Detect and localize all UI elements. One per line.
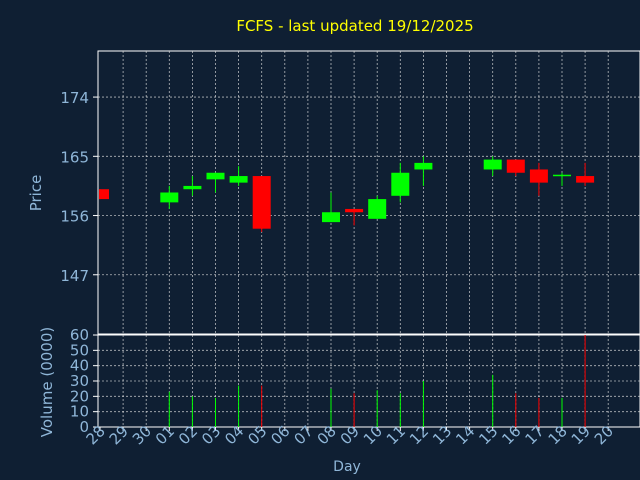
price-tick-label: 165 [60, 148, 89, 166]
volume-tick-label: 10 [70, 403, 89, 421]
candle-body [99, 189, 109, 200]
candles [99, 156, 595, 232]
volume-tick-label: 0 [79, 418, 89, 436]
x-axis-label: Day [333, 459, 361, 475]
candle-body [183, 185, 202, 190]
candle-body [576, 176, 595, 183]
volume-tick-label: 30 [70, 372, 89, 390]
candle-body [160, 192, 179, 203]
price-plot-frame [97, 50, 640, 335]
candle-body [414, 162, 433, 170]
price-panel: 147 156 165 174 Price [27, 50, 640, 335]
price-tick-labels: 147 156 165 174 [60, 89, 98, 285]
day-tick-labels: 2829300102030405060708091011121314151617… [83, 422, 617, 448]
candle-body [529, 169, 548, 183]
volume-bars [168, 335, 586, 427]
candle-body [391, 172, 410, 196]
candle-body [553, 174, 571, 177]
candle-body [506, 159, 525, 173]
candle-body [345, 208, 364, 213]
price-tick-label: 156 [60, 208, 89, 226]
candle-body [206, 172, 225, 180]
price-tick-label: 174 [60, 89, 89, 107]
volume-tick-label: 40 [70, 357, 89, 375]
volume-tick-label: 60 [70, 326, 89, 344]
candle-body [368, 199, 387, 219]
price-axis-label: Price [27, 175, 45, 212]
candle-body [229, 176, 248, 183]
chart-title: FCFS - last updated 19/12/2025 [236, 17, 473, 35]
volume-tick-label: 50 [70, 341, 89, 359]
candle-body [483, 159, 502, 170]
price-tick-label: 147 [60, 267, 89, 285]
candle-body [252, 176, 271, 229]
candle-body [322, 212, 340, 223]
volume-tick-label: 20 [70, 387, 89, 405]
volume-axis-label: Volume (0000) [38, 327, 56, 437]
